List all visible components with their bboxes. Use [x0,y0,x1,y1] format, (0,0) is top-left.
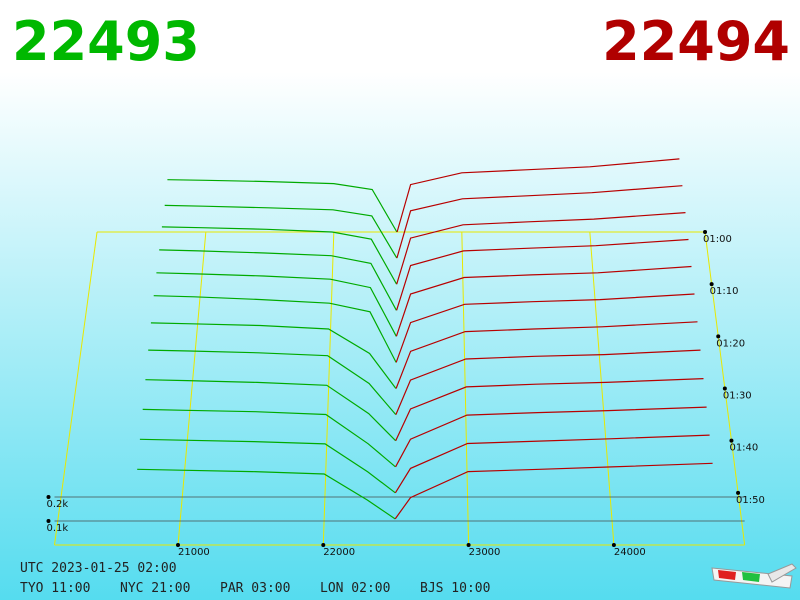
y-tick-label: 0.1k [46,523,68,534]
x-tick-label: 22000 [323,547,355,558]
ask-depth-line [395,406,707,468]
x-grid-line [322,231,335,546]
bid-depth-line [164,204,398,259]
time-tick-dot [716,334,721,339]
ask-depth-line [395,293,695,363]
x-tick-dot [611,543,616,547]
city-clock: NYC 21:00 [120,581,190,596]
ask-depth-line [395,349,701,415]
ask-depth-line [395,265,692,337]
time-label: 01:20 [716,338,745,349]
y-tick-label: 0.2k [46,499,68,510]
time-tick-dot [709,282,714,287]
bid-depth-line [167,179,398,233]
time-tick-dot [703,230,708,234]
x-tick-dot [321,543,326,547]
bid-depth-line [137,468,396,520]
time-label: 01:10 [710,286,739,297]
time-label: 01:40 [729,443,758,454]
x-tick-label: 24000 [614,547,646,558]
bid-depth-line [145,379,397,442]
ask-depth-line [396,185,683,259]
ask-depth-line [395,321,698,389]
clocks: TYO 11:00 NYC 21:00 PAR 03:00 LON 02:00 BJS … [20,581,490,596]
bid-depth-line [159,249,397,311]
x-tick-label: 23000 [469,547,501,558]
green-lens [742,572,760,582]
city-clock: BJS 10:00 [420,581,490,596]
city-clock: PAR 03:00 [220,581,290,596]
bid-depth-line [150,322,397,389]
city-clock: TYO 11:00 [20,581,90,596]
x-tick-dot [466,543,471,547]
glasses-arm [767,563,797,583]
bid-depth-line [139,438,396,494]
time-tick-dot [722,386,727,391]
ask-depth-line [396,212,686,285]
y-tick-dot [46,519,51,523]
x-grid-line [461,231,470,546]
ask-depth-line [396,158,680,233]
ask-depth-line [394,462,713,520]
x-tick-dot [175,543,180,547]
ask-depth-line [394,434,710,494]
best-ask: 22494 [602,10,790,73]
time-label: 01:00 [703,234,732,245]
best-bid: 22493 [12,10,200,73]
bid-depth-line [161,226,398,285]
y-tick-dot [46,495,51,499]
bid-depth-line [142,408,396,468]
bid-depth-line [148,349,397,415]
red-lens [718,570,736,580]
bid-depth-line [153,295,397,363]
time-tick-dot [736,490,741,495]
3d-glasses-icon [711,563,797,589]
city-clock: LON 02:00 [320,581,390,596]
time-label: 01:50 [736,495,765,506]
ask-depth-line [395,378,704,441]
x-tick-label: 21000 [178,547,210,558]
bid-depth-line [156,272,397,337]
plot: 21000 22000 23000 24000 0.1k 0.2k 01:00 01:10 01… [46,158,765,558]
frame-left [53,231,98,546]
time-label: 01:30 [723,391,752,402]
utc-time: UTC 2023-01-25 02:00 [20,561,177,576]
x-grid-line [589,231,615,546]
x-grid-line [177,231,207,546]
ask-depth-line [396,238,689,311]
time-tick-dot [729,438,734,443]
